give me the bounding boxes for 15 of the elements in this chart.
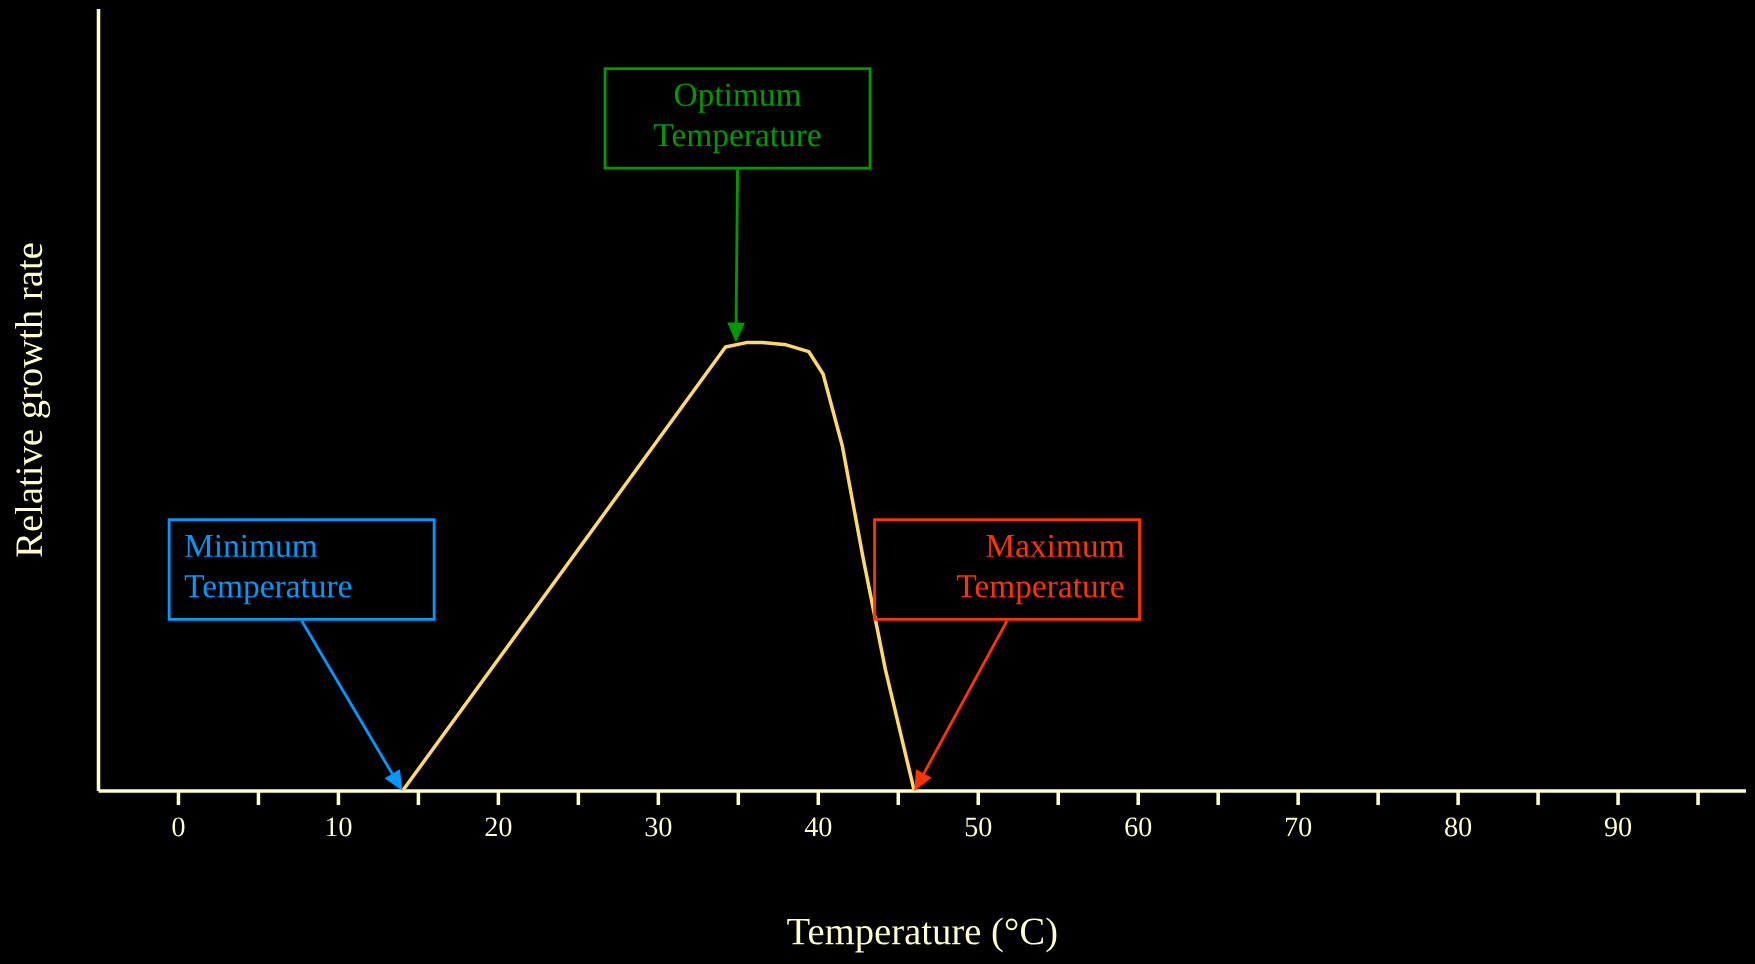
x-tick-label: 90	[1604, 817, 1632, 837]
x-tick-label: 20	[485, 817, 512, 837]
x-tick-label: 60	[1125, 817, 1152, 837]
annotation: Maximum Temperature	[956, 534, 1125, 605]
y-axis-title: Relative growth rate	[15, 243, 51, 557]
x-tick-label: 40	[804, 817, 832, 837]
x-axis-title: Temperature (°C)	[787, 917, 1057, 953]
x-tick-label: 80	[1445, 817, 1472, 837]
x-tick-label: 30	[645, 817, 672, 837]
x-tick-label: 10	[326, 817, 352, 837]
x-tick-label: 70	[1285, 817, 1312, 837]
annotation: Minimum Temperature	[184, 534, 352, 605]
x-tick-label: 0	[172, 817, 185, 837]
x-tick-label: 50	[965, 817, 992, 837]
text: Optimum Temperature	[654, 83, 821, 154]
